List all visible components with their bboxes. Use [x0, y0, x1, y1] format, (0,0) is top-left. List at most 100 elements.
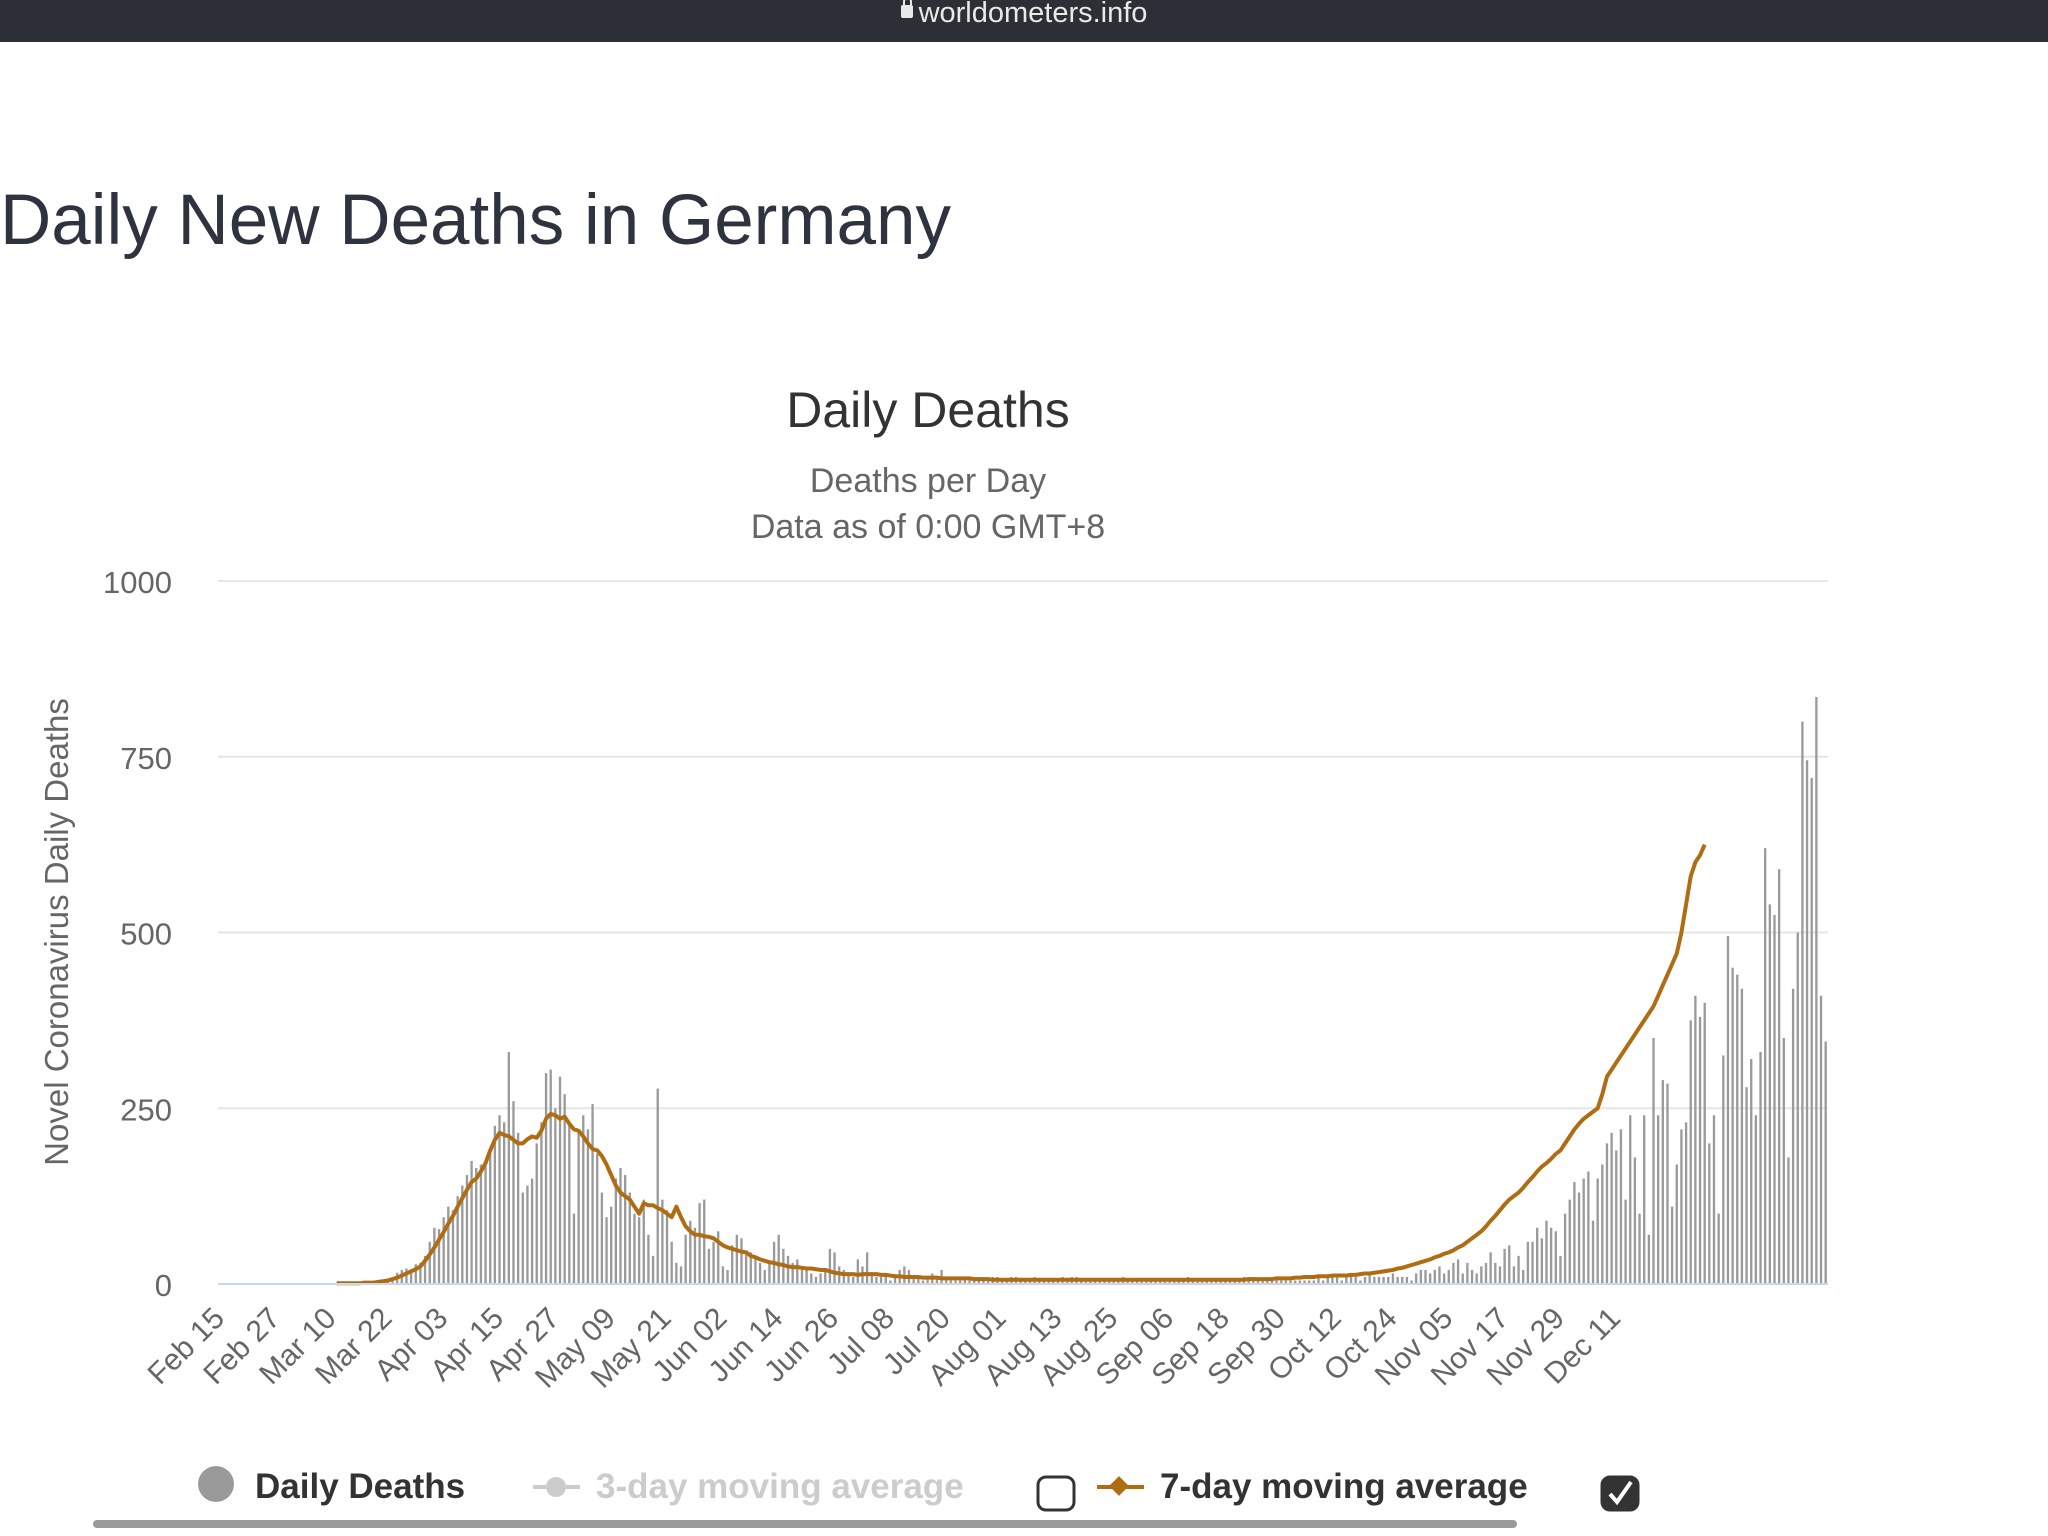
bar: [628, 1192, 631, 1284]
bar: [945, 1276, 948, 1284]
bar: [1489, 1252, 1492, 1284]
bar: [1205, 1280, 1208, 1284]
bar: [865, 1252, 869, 1284]
bar: [1238, 1280, 1241, 1284]
bar: [1624, 1199, 1627, 1284]
bar: [619, 1168, 622, 1284]
bar: [1484, 1262, 1488, 1284]
bar: [623, 1175, 627, 1284]
bar: [433, 1227, 436, 1284]
bar: [1759, 1052, 1762, 1284]
bar: [1391, 1273, 1395, 1284]
bar: [1270, 1280, 1274, 1284]
bar: [1740, 988, 1744, 1284]
y-tick-label: 250: [120, 1092, 172, 1127]
legend-item-7day[interactable]: 7-day moving average: [1097, 1467, 1528, 1506]
bar: [1298, 1280, 1302, 1284]
horizontal-scrollbar[interactable]: [93, 1520, 1517, 1528]
bar: [1261, 1280, 1264, 1284]
bar: [568, 1125, 571, 1284]
bar: [1280, 1280, 1283, 1284]
bar: [954, 1280, 957, 1284]
browser-address-bar[interactable]: worldometers.info: [0, 0, 2048, 42]
bar: [1047, 1280, 1050, 1284]
bar: [1312, 1280, 1315, 1284]
bar: [493, 1125, 497, 1284]
url-text: worldometers.info: [918, 0, 1148, 29]
chart-subtitle-1: Deaths per Day: [810, 462, 1046, 500]
bar: [693, 1227, 697, 1284]
bar: [1359, 1280, 1362, 1284]
bar: [1335, 1276, 1339, 1284]
bar: [1233, 1280, 1236, 1284]
bar: [1415, 1273, 1418, 1284]
bar: [1633, 1157, 1637, 1284]
bar: [917, 1276, 920, 1284]
bar: [1275, 1280, 1278, 1284]
bar: [1103, 1280, 1106, 1284]
bar: [731, 1245, 734, 1284]
bar: [451, 1210, 455, 1284]
bar: [1573, 1182, 1576, 1284]
bar: [1512, 1266, 1516, 1284]
bar: [1308, 1280, 1311, 1284]
y-tick-label: 1000: [103, 565, 172, 600]
bar: [810, 1273, 813, 1284]
bar: [1810, 777, 1813, 1284]
bar: [1480, 1266, 1483, 1284]
bar: [461, 1185, 464, 1284]
bar: [963, 1276, 966, 1284]
bar: [572, 1213, 576, 1284]
bar: [968, 1280, 971, 1284]
bar: [1424, 1269, 1427, 1284]
bar: [949, 1280, 953, 1284]
bar: [647, 1234, 650, 1284]
bar: [698, 1203, 701, 1284]
bar: [1698, 1016, 1702, 1284]
bar: [814, 1276, 818, 1284]
chart-subtitle-2: Data as of 0:00 GMT+8: [751, 508, 1105, 546]
lock-icon: [900, 0, 913, 18]
bar: [1428, 1273, 1432, 1284]
bar: [1540, 1238, 1543, 1284]
bar: [1368, 1273, 1371, 1284]
bar: [1680, 1129, 1683, 1284]
bar: [1377, 1276, 1381, 1284]
bar: [456, 1196, 459, 1285]
bar: [1224, 1280, 1227, 1284]
bar: [651, 1255, 655, 1284]
bar: [600, 1192, 604, 1284]
legend-label-3day: 3-day moving average: [596, 1467, 964, 1506]
bar: [1582, 1178, 1585, 1284]
bar: [1052, 1280, 1055, 1284]
bar: [1266, 1280, 1269, 1284]
y-axis-ticks: 0 250 500 750 1000: [103, 565, 172, 1303]
bar: [442, 1217, 445, 1284]
bar: [1005, 1280, 1008, 1284]
page-title: Daily New Deaths in Germany: [0, 181, 951, 260]
bar: [391, 1278, 394, 1284]
bar: [1610, 1132, 1613, 1284]
bar: [1284, 1280, 1288, 1284]
bar: [423, 1255, 427, 1284]
diamond-marker: [1109, 1476, 1129, 1496]
bar: [1736, 974, 1739, 1284]
bar: [1405, 1276, 1409, 1284]
bar: [926, 1276, 929, 1284]
bar: [1093, 1280, 1097, 1284]
bar: [1191, 1280, 1195, 1284]
legend-item-3day[interactable]: 3-day moving average: [533, 1467, 964, 1506]
toggle-7day-checkbox[interactable]: [1600, 1475, 1640, 1512]
bar: [1326, 1276, 1329, 1284]
bar: [544, 1073, 548, 1284]
legend-item-daily-deaths[interactable]: Daily Deaths: [198, 1466, 465, 1506]
bar: [805, 1269, 808, 1284]
bar: [726, 1269, 729, 1284]
legend: Daily Deaths 3-day moving average 7-day …: [198, 1466, 1640, 1512]
circle-icon: [198, 1466, 234, 1502]
toggle-3day-checkbox[interactable]: [1036, 1475, 1076, 1512]
bar: [1131, 1280, 1134, 1284]
y-tick-label: 500: [120, 917, 172, 952]
bar: [1382, 1276, 1385, 1284]
